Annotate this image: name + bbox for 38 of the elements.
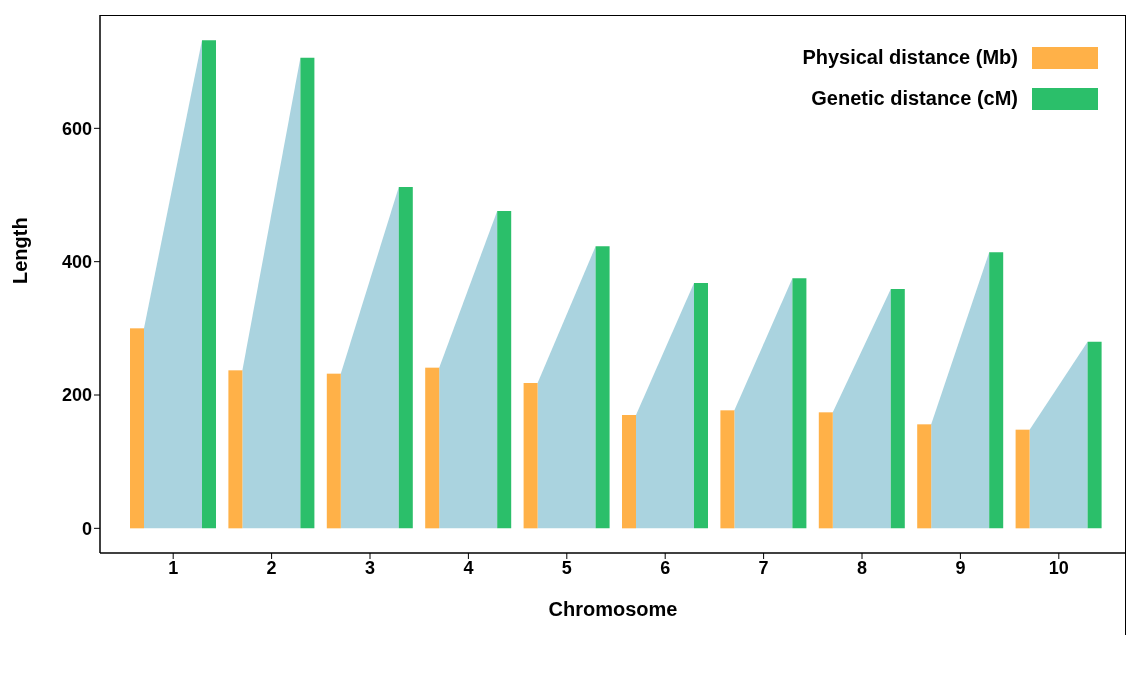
- legend-label: Physical distance (Mb): [802, 46, 1018, 69]
- y-tick-label: 600: [61, 118, 92, 139]
- bar: [398, 187, 413, 529]
- bar: [622, 415, 636, 529]
- bar: [694, 283, 708, 529]
- x-tick-label: 2: [266, 557, 277, 578]
- bar: [202, 40, 216, 529]
- x-tick-label: 8: [856, 557, 868, 578]
- bar: [917, 424, 932, 529]
- bar: [300, 57, 315, 529]
- x-tick-label: 6: [660, 557, 671, 578]
- x-tick-label: 9: [955, 557, 966, 578]
- bar: [720, 410, 735, 529]
- bar: [497, 211, 512, 529]
- bar: [818, 412, 833, 529]
- x-tick-label: 7: [758, 557, 769, 578]
- bar: [130, 328, 144, 529]
- y-tick-label: 0: [81, 518, 92, 539]
- x-tick-label: 5: [561, 557, 572, 578]
- bar: [989, 252, 1004, 529]
- legend-label: Genetic distance (cM): [811, 87, 1018, 110]
- y-tick-label: 200: [61, 385, 92, 406]
- bar: [1015, 429, 1030, 529]
- x-tick-label: 4: [463, 557, 474, 578]
- bar: [326, 373, 341, 529]
- y-axis-title: Length: [9, 217, 32, 284]
- x-tick-label: 1: [168, 557, 179, 578]
- x-tick-label: 10: [1048, 557, 1069, 578]
- bar: [1087, 341, 1102, 529]
- bar: [792, 278, 807, 529]
- x-axis-title: Chromosome: [548, 598, 678, 620]
- bar: [523, 383, 538, 529]
- y-tick-label: 400: [61, 252, 92, 273]
- bar: [595, 246, 610, 529]
- bar: [890, 289, 905, 529]
- x-tick-label: 3: [364, 557, 376, 578]
- bar: [425, 367, 440, 529]
- bar: [228, 370, 243, 529]
